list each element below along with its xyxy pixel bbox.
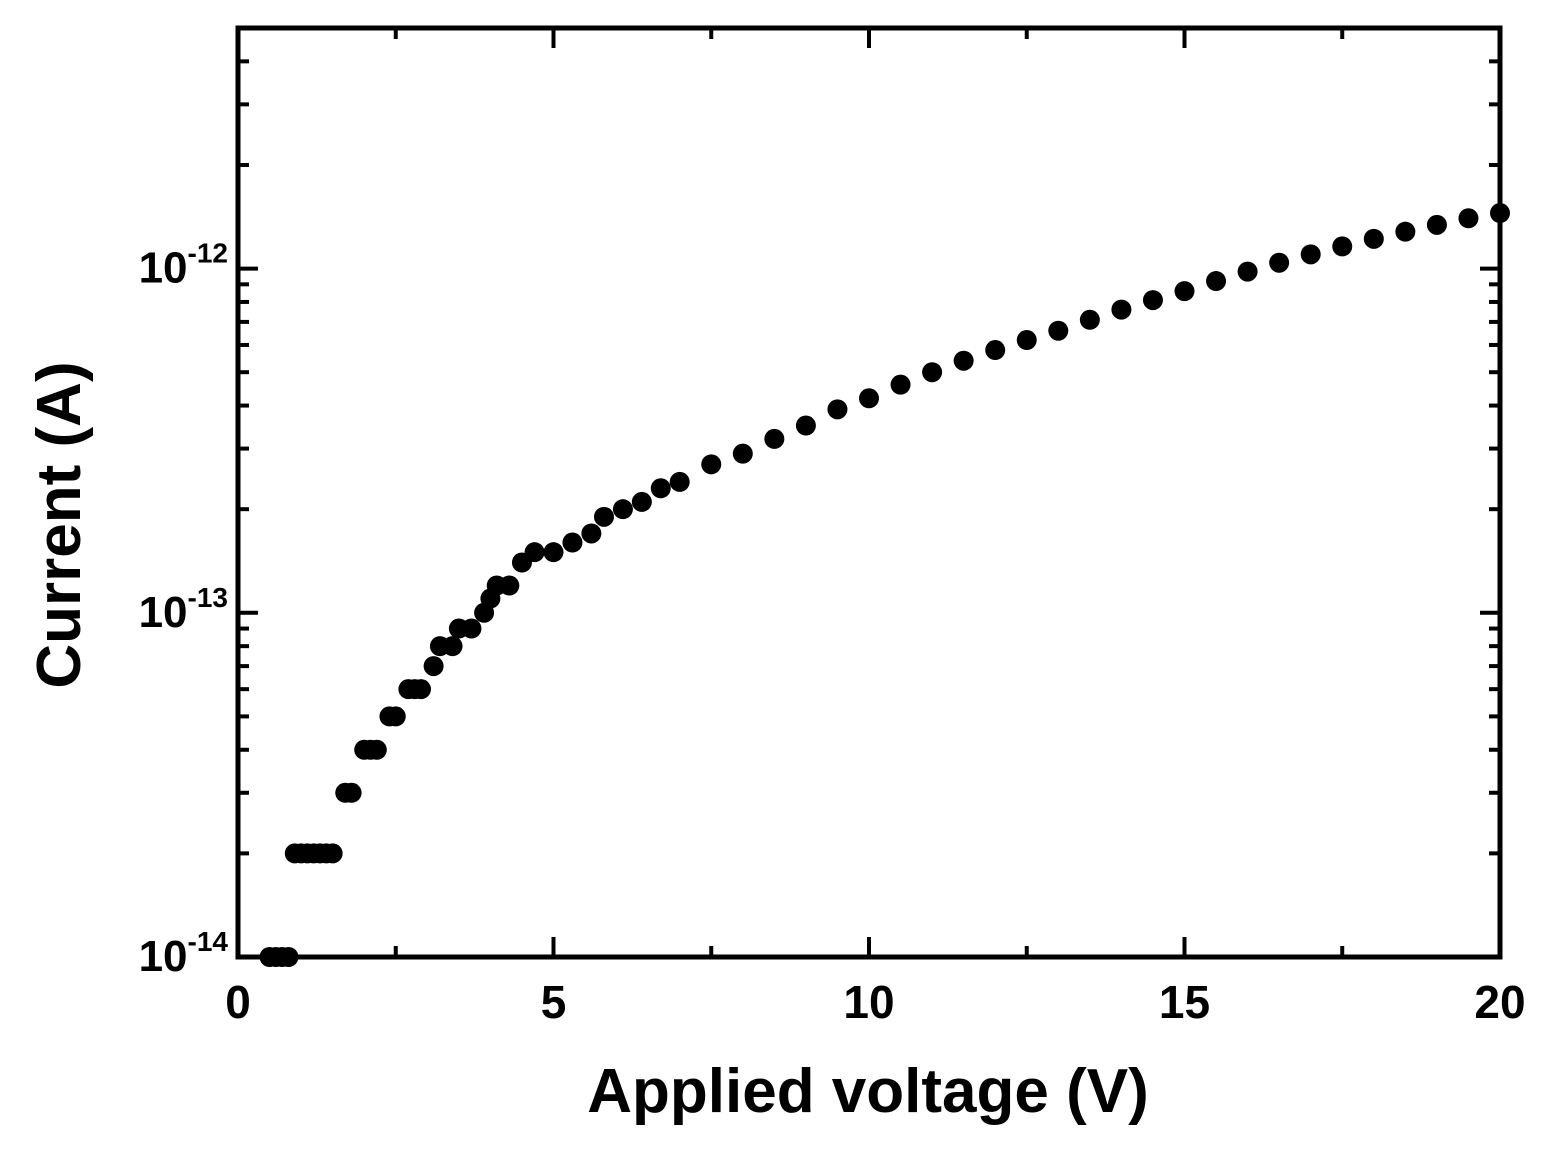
- data-point: [366, 739, 387, 760]
- data-point: [890, 374, 911, 395]
- data-point: [1237, 261, 1258, 282]
- x-tick-label: 20: [1474, 976, 1525, 1028]
- data-point: [562, 532, 583, 553]
- data-point: [1048, 320, 1069, 341]
- data-point: [612, 499, 633, 520]
- data-point: [1300, 244, 1321, 265]
- data-point: [1174, 281, 1195, 302]
- data-point: [1426, 214, 1447, 235]
- axis-ticks: [236, 26, 1502, 959]
- x-axis-title: Applied voltage (V): [587, 1057, 1148, 1126]
- data-point: [593, 506, 614, 527]
- data-point: [669, 471, 690, 492]
- data-point: [1395, 221, 1416, 242]
- data-point: [1016, 330, 1037, 351]
- data-point: [795, 415, 816, 436]
- data-point: [1142, 290, 1163, 311]
- x-tick-label: 5: [541, 976, 567, 1028]
- data-point: [423, 656, 444, 677]
- data-point: [701, 454, 722, 475]
- data-points: [259, 203, 1510, 967]
- data-point: [410, 679, 431, 700]
- data-point: [732, 443, 753, 464]
- data-point: [461, 618, 482, 639]
- y-tick-label: 10-13: [139, 582, 228, 637]
- data-point: [581, 523, 602, 544]
- data-point: [953, 350, 974, 371]
- data-point: [922, 362, 943, 383]
- data-point: [499, 575, 520, 596]
- x-tick-label: 10: [843, 976, 894, 1028]
- data-point: [859, 388, 879, 409]
- y-tick-label: 10-12: [139, 238, 228, 293]
- data-point: [543, 542, 564, 563]
- data-point: [385, 706, 406, 727]
- y-tick-label: 10-14: [139, 926, 229, 981]
- data-point: [985, 340, 1006, 361]
- data-point: [1111, 299, 1132, 320]
- data-point: [650, 478, 671, 499]
- data-point: [524, 542, 545, 563]
- x-tick-label: 15: [1159, 976, 1210, 1028]
- data-point: [1079, 309, 1100, 330]
- data-point: [1332, 236, 1353, 257]
- data-point: [1458, 208, 1479, 229]
- data-point: [1363, 228, 1384, 249]
- data-point: [341, 782, 362, 803]
- plot-frame: [235, 25, 1503, 960]
- data-point: [1269, 252, 1290, 273]
- data-point: [1206, 271, 1227, 292]
- data-point: [442, 636, 463, 657]
- data-point: [322, 843, 343, 864]
- data-point: [827, 399, 848, 420]
- x-tick-label: 0: [225, 976, 251, 1028]
- tick-labels: 0 5 10 15 20 10-14 10-13 10-12: [139, 238, 1526, 1028]
- data-point: [631, 491, 652, 512]
- data-point: [764, 428, 785, 449]
- y-axis-title: Current (A): [25, 361, 94, 688]
